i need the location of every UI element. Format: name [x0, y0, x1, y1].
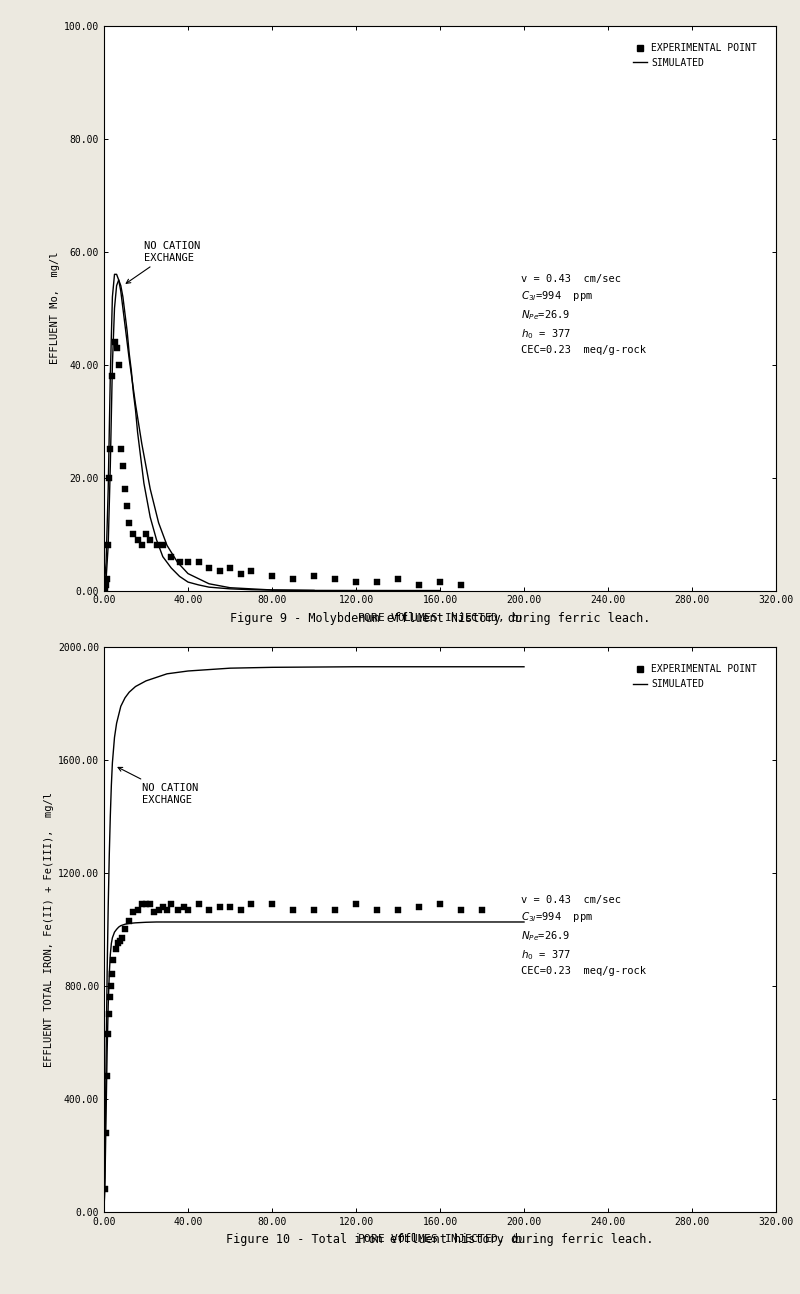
Text: Figure 9 - Molybdenum effluent history during ferric leach.: Figure 9 - Molybdenum effluent history d… — [230, 612, 650, 625]
Point — [307, 899, 320, 920]
Point — [413, 575, 426, 595]
Point — [114, 930, 126, 951]
Point — [475, 899, 488, 920]
Point — [182, 553, 194, 573]
Point — [165, 894, 178, 915]
Point — [392, 569, 404, 590]
Point — [266, 894, 278, 915]
Point — [434, 894, 446, 915]
Point — [224, 558, 237, 578]
Point — [101, 569, 114, 590]
Point — [150, 534, 163, 555]
Point — [131, 899, 144, 920]
Point — [213, 897, 226, 917]
Point — [286, 569, 299, 590]
Point — [202, 558, 215, 578]
Legend: EXPERIMENTAL POINT, SIMULATED: EXPERIMENTAL POINT, SIMULATED — [629, 660, 761, 692]
Point — [329, 569, 342, 590]
Point — [350, 894, 362, 915]
Text: NO CATION
EXCHANGE: NO CATION EXCHANGE — [126, 241, 200, 283]
Point — [234, 899, 247, 920]
Point — [107, 950, 120, 970]
Point — [454, 575, 467, 595]
Point — [157, 534, 170, 555]
Point — [392, 899, 404, 920]
Point — [213, 560, 226, 581]
Point — [135, 894, 148, 915]
Point — [178, 897, 190, 917]
Point — [102, 534, 114, 555]
Point — [102, 1004, 115, 1025]
Point — [131, 529, 144, 550]
Point — [350, 572, 362, 593]
Point — [144, 529, 157, 550]
Point — [329, 899, 342, 920]
Point — [152, 899, 165, 920]
X-axis label: PORE VOLUMES INJECTED, $t_D$: PORE VOLUMES INJECTED, $t_D$ — [357, 1232, 523, 1246]
Text: v = 0.43  cm/sec
$C_{3I}$=994  ppm
$N_{Pe}$=26.9
$h_0$ = 377
CEC=0.23  meq/g-roc: v = 0.43 cm/sec $C_{3I}$=994 ppm $N_{Pe}… — [521, 895, 646, 976]
Point — [144, 894, 157, 915]
Point — [110, 338, 123, 358]
X-axis label: PORE VOLUMES INJECTED, $t_D$: PORE VOLUMES INJECTED, $t_D$ — [357, 611, 523, 625]
Point — [171, 899, 184, 920]
Point — [234, 563, 247, 584]
Point — [104, 439, 117, 459]
Point — [98, 1179, 111, 1200]
Point — [114, 439, 127, 459]
Legend: EXPERIMENTAL POINT, SIMULATED: EXPERIMENTAL POINT, SIMULATED — [629, 39, 761, 71]
Point — [245, 894, 258, 915]
Point — [121, 496, 134, 516]
Point — [245, 560, 258, 581]
Point — [202, 899, 215, 920]
Point — [413, 897, 426, 917]
Point — [454, 899, 467, 920]
Point — [109, 938, 122, 959]
Point — [117, 455, 130, 476]
Point — [286, 899, 299, 920]
Point — [102, 1024, 114, 1044]
Point — [157, 897, 170, 917]
Point — [192, 553, 205, 573]
Point — [103, 987, 116, 1008]
Point — [106, 366, 119, 387]
Point — [224, 897, 237, 917]
Point — [108, 331, 121, 352]
Point — [115, 928, 128, 949]
Point — [165, 546, 178, 567]
Point — [118, 479, 131, 499]
Point — [434, 572, 446, 593]
Point — [135, 534, 148, 555]
Point — [106, 964, 118, 985]
Point — [103, 467, 116, 488]
Point — [111, 933, 124, 954]
Point — [118, 919, 131, 939]
Point — [98, 577, 111, 598]
Point — [122, 911, 135, 932]
Text: v = 0.43  cm/sec
$C_{3I}$=994  ppm
$N_{Pe}$=26.9
$h_0$ = 377
CEC=0.23  meq/g-roc: v = 0.43 cm/sec $C_{3I}$=994 ppm $N_{Pe}… — [521, 274, 646, 355]
Y-axis label: EFFLUENT Mo,  mg/l: EFFLUENT Mo, mg/l — [50, 252, 60, 365]
Point — [266, 565, 278, 586]
Text: NO CATION
EXCHANGE: NO CATION EXCHANGE — [118, 767, 198, 805]
Point — [307, 565, 320, 586]
Text: Figure 10 - Total iron effluent history during ferric leach.: Figure 10 - Total iron effluent history … — [226, 1233, 654, 1246]
Point — [122, 512, 135, 533]
Point — [182, 899, 194, 920]
Point — [161, 899, 174, 920]
Y-axis label: EFFLUENT TOTAL IRON, Fe(II) + Fe(III),  mg/l: EFFLUENT TOTAL IRON, Fe(II) + Fe(III), m… — [44, 792, 54, 1066]
Point — [127, 524, 140, 545]
Point — [100, 575, 113, 595]
Point — [99, 1122, 112, 1143]
Point — [139, 524, 152, 545]
Point — [174, 553, 186, 573]
Point — [104, 976, 117, 996]
Point — [139, 894, 152, 915]
Point — [112, 355, 125, 375]
Point — [192, 894, 205, 915]
Point — [127, 902, 140, 923]
Point — [100, 1066, 113, 1087]
Point — [370, 899, 383, 920]
Point — [370, 572, 383, 593]
Point — [148, 902, 161, 923]
